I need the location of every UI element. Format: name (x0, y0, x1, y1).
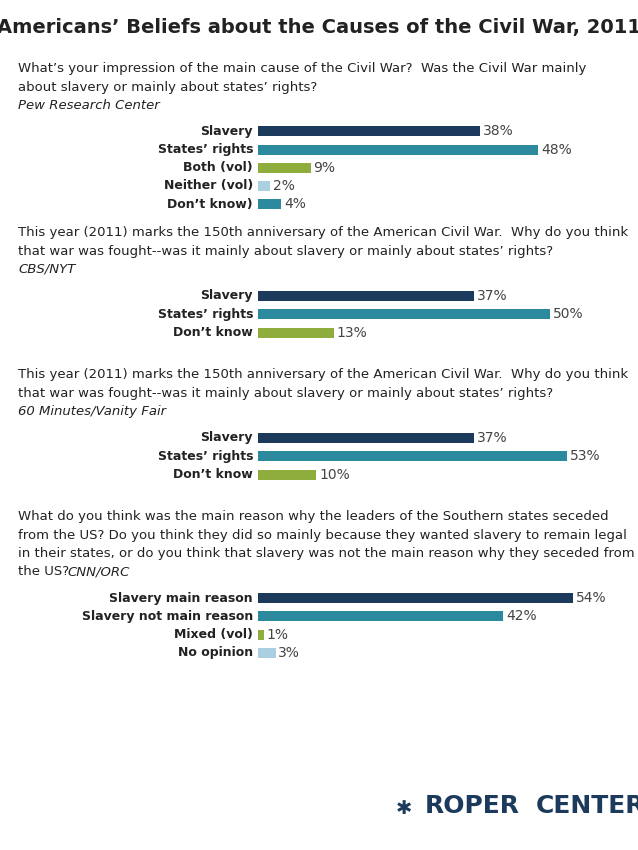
Bar (258, 470, 316, 480)
Text: 37%: 37% (477, 431, 507, 445)
Text: CBS/NYT: CBS/NYT (18, 263, 75, 276)
Text: 42%: 42% (506, 609, 537, 623)
Text: from the US? Do you think they did so mainly because they wanted slavery to rema: from the US? Do you think they did so ma… (18, 529, 627, 541)
Text: 50%: 50% (553, 307, 583, 321)
Bar (258, 162, 311, 173)
Text: Slavery: Slavery (200, 125, 253, 138)
Text: What do you think was the main reason why the leaders of the Southern states sec: What do you think was the main reason wh… (18, 510, 609, 523)
Bar (258, 291, 474, 301)
Bar (258, 451, 567, 462)
Text: Slavery not main reason: Slavery not main reason (82, 609, 253, 623)
Text: No opinion: No opinion (178, 647, 253, 660)
Text: What’s your impression of the main cause of the Civil War?  Was the Civil War ma: What’s your impression of the main cause… (18, 62, 586, 75)
Text: States’ rights: States’ rights (158, 450, 253, 462)
Text: ✱: ✱ (396, 799, 412, 818)
Bar (258, 309, 550, 320)
Text: 53%: 53% (570, 450, 601, 463)
Text: 1%: 1% (267, 627, 289, 642)
Text: This year (2011) marks the 150th anniversary of the American Civil War.  Why do : This year (2011) marks the 150th anniver… (18, 226, 628, 239)
Text: that war was fought--was it mainly about slavery or mainly about states’ rights?: that war was fought--was it mainly about… (18, 387, 553, 399)
Bar (258, 199, 281, 209)
Text: Neither (vol): Neither (vol) (164, 179, 253, 192)
Text: States’ rights: States’ rights (158, 308, 253, 320)
Text: States’ rights: States’ rights (158, 143, 253, 156)
Text: 37%: 37% (477, 289, 507, 303)
Text: 60 Minutes/Vanity Fair: 60 Minutes/Vanity Fair (18, 405, 166, 418)
Text: CNN/ORC: CNN/ORC (68, 565, 130, 579)
Text: 9%: 9% (313, 161, 336, 175)
Bar (258, 433, 474, 443)
Text: 13%: 13% (337, 326, 367, 340)
Text: Slavery: Slavery (200, 431, 253, 445)
Bar (258, 630, 264, 640)
Text: Slavery main reason: Slavery main reason (109, 592, 253, 604)
Bar (258, 127, 480, 137)
Text: in their states, or do you think that slavery was not the main reason why they s: in their states, or do you think that sl… (18, 547, 635, 560)
Text: Don’t know): Don’t know) (167, 197, 253, 211)
Text: the US?: the US? (18, 565, 73, 579)
Text: about slavery or mainly about states’ rights?: about slavery or mainly about states’ ri… (18, 81, 322, 94)
Text: 48%: 48% (541, 143, 572, 156)
Bar (258, 593, 573, 604)
Text: 10%: 10% (319, 468, 350, 482)
Bar (258, 328, 334, 338)
Text: 2%: 2% (272, 178, 295, 193)
Text: Both (vol): Both (vol) (183, 162, 253, 174)
Bar (258, 144, 538, 155)
Bar (258, 611, 503, 621)
Text: CENTER: CENTER (536, 794, 638, 818)
Text: that war was fought--was it mainly about slavery or mainly about states’ rights?: that war was fought--was it mainly about… (18, 245, 558, 258)
Text: 38%: 38% (482, 124, 514, 139)
Bar (258, 181, 270, 191)
Text: 3%: 3% (278, 646, 300, 660)
Text: 54%: 54% (576, 591, 607, 605)
Text: Pew Research Center: Pew Research Center (18, 99, 160, 112)
Text: ROPER: ROPER (424, 794, 519, 818)
Text: Slavery: Slavery (200, 289, 253, 303)
Text: Don’t know: Don’t know (174, 326, 253, 339)
Text: 4%: 4% (285, 197, 306, 211)
Text: Mixed (vol): Mixed (vol) (174, 628, 253, 641)
Bar (258, 648, 276, 658)
Text: This year (2011) marks the 150th anniversary of the American Civil War.  Why do : This year (2011) marks the 150th anniver… (18, 368, 628, 381)
Text: Don’t know: Don’t know (174, 468, 253, 481)
Text: Americans’ Beliefs about the Causes of the Civil War, 2011: Americans’ Beliefs about the Causes of t… (0, 18, 638, 37)
